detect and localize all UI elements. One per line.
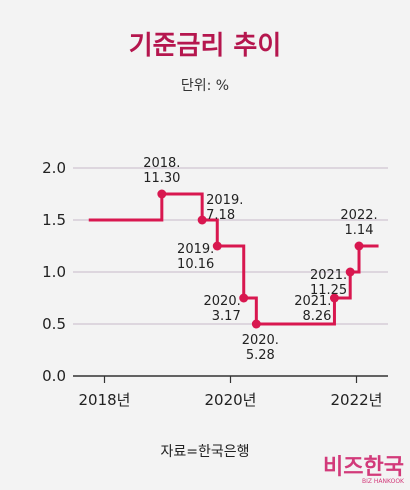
unit-label: 단위: % (181, 78, 229, 94)
svg-text:비즈한국: 비즈한국 (323, 455, 404, 480)
y-tick-label: 1.5 (42, 211, 66, 229)
data-label: 2019. 7.18 (206, 193, 243, 223)
x-tick-label: 2020년 (205, 391, 257, 409)
data-label: 2021. 11.25 (310, 268, 347, 298)
brand-logo: 비즈한국 BIZ HANKOOK (323, 455, 405, 485)
data-label: 2018. 11.30 (143, 156, 180, 186)
y-tick-label: 2.0 (42, 159, 66, 177)
source-label: 자료=한국은행 (160, 444, 249, 460)
data-point (239, 293, 249, 303)
data-label: 2021. 8.26 (294, 294, 331, 324)
svg-text:BIZ HANKOOK: BIZ HANKOOK (362, 478, 405, 485)
data-point (251, 319, 261, 329)
chart-title: 기준금리 추이 (129, 31, 282, 61)
axes: 0.0 0.5 1.0 1.5 2.0 2018년 2020년 2022년 (42, 159, 382, 409)
data-label: 2022. 1.14 (340, 208, 377, 238)
y-tick-label: 0.0 (42, 367, 66, 385)
series (88, 189, 379, 329)
data-label: 2020. 3.17 (204, 294, 241, 324)
data-point (157, 189, 167, 199)
data-point (212, 241, 222, 251)
y-tick-label: 0.5 (42, 315, 66, 333)
data-point (354, 241, 364, 251)
data-point (345, 267, 355, 277)
data-point (329, 293, 339, 303)
data-label: 2019. 10.16 (177, 242, 214, 272)
x-tick-label: 2018년 (79, 391, 131, 409)
data-label: 2020. 5.28 (242, 333, 279, 363)
data-point (197, 215, 207, 225)
y-tick-label: 1.0 (42, 263, 66, 281)
x-tick-label: 2022년 (331, 391, 383, 409)
